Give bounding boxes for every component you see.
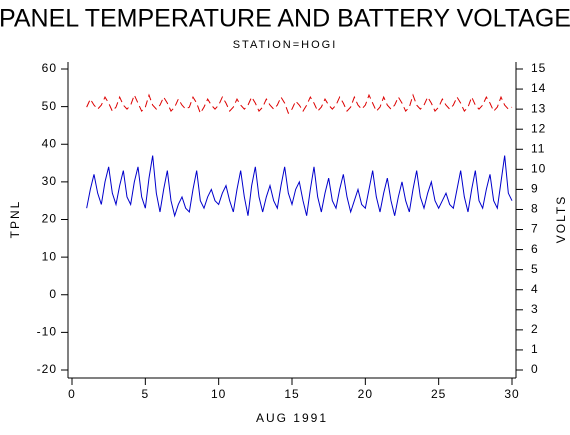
y-tick-label: 30: [42, 174, 57, 188]
x-tick-label: 0: [68, 387, 76, 401]
x-tick-label: 15: [284, 387, 299, 401]
y2-axis-label: VOLTS: [554, 195, 568, 243]
y-tick-label: 60: [42, 61, 57, 75]
series-line: [86, 155, 513, 218]
y-tick-label: 10: [42, 249, 57, 263]
y2-tick-label: 12: [531, 121, 546, 135]
y2-tick-label: 11: [531, 141, 545, 155]
y-tick-label: 50: [42, 99, 57, 113]
series-line: [86, 93, 513, 115]
y2-tick-label: 6: [531, 242, 539, 256]
y2-tick-label: 5: [531, 262, 539, 276]
x-axis-label: AUG 1991: [256, 411, 328, 425]
y2-tick-label: 2: [531, 322, 539, 336]
chart-subtitle: STATION=HOGI: [233, 39, 338, 51]
y2-tick-label: 9: [531, 182, 539, 196]
y-tick-label: -10: [37, 325, 57, 339]
x-tick-label: 10: [211, 387, 226, 401]
y2-tick-label: 15: [531, 61, 546, 75]
y2-tick-label: 4: [531, 282, 539, 296]
y-tick-label: 20: [42, 212, 57, 226]
y-tick-label: -20: [37, 362, 57, 376]
y2-tick-label: 14: [531, 81, 546, 95]
y-axis-label: TPNL: [8, 200, 22, 239]
y2-tick-label: 1: [531, 342, 539, 356]
x-tick-label: 25: [431, 387, 446, 401]
y2-tick-label: 13: [531, 101, 546, 115]
chart-title: PANEL TEMPERATURE AND BATTERY VOLTAGE: [0, 5, 570, 33]
x-tick-label: 20: [358, 387, 373, 401]
y2-tick-label: 0: [531, 362, 539, 376]
x-tick-label: 30: [504, 387, 519, 401]
x-tick-label: 5: [141, 387, 149, 401]
y2-tick-label: 3: [531, 302, 539, 316]
y2-tick-label: 10: [531, 162, 546, 176]
y2-tick-label: 7: [531, 222, 539, 236]
y2-tick-label: 8: [531, 202, 539, 216]
y-tick-label: 0: [49, 287, 57, 301]
y-tick-label: 40: [42, 136, 57, 150]
